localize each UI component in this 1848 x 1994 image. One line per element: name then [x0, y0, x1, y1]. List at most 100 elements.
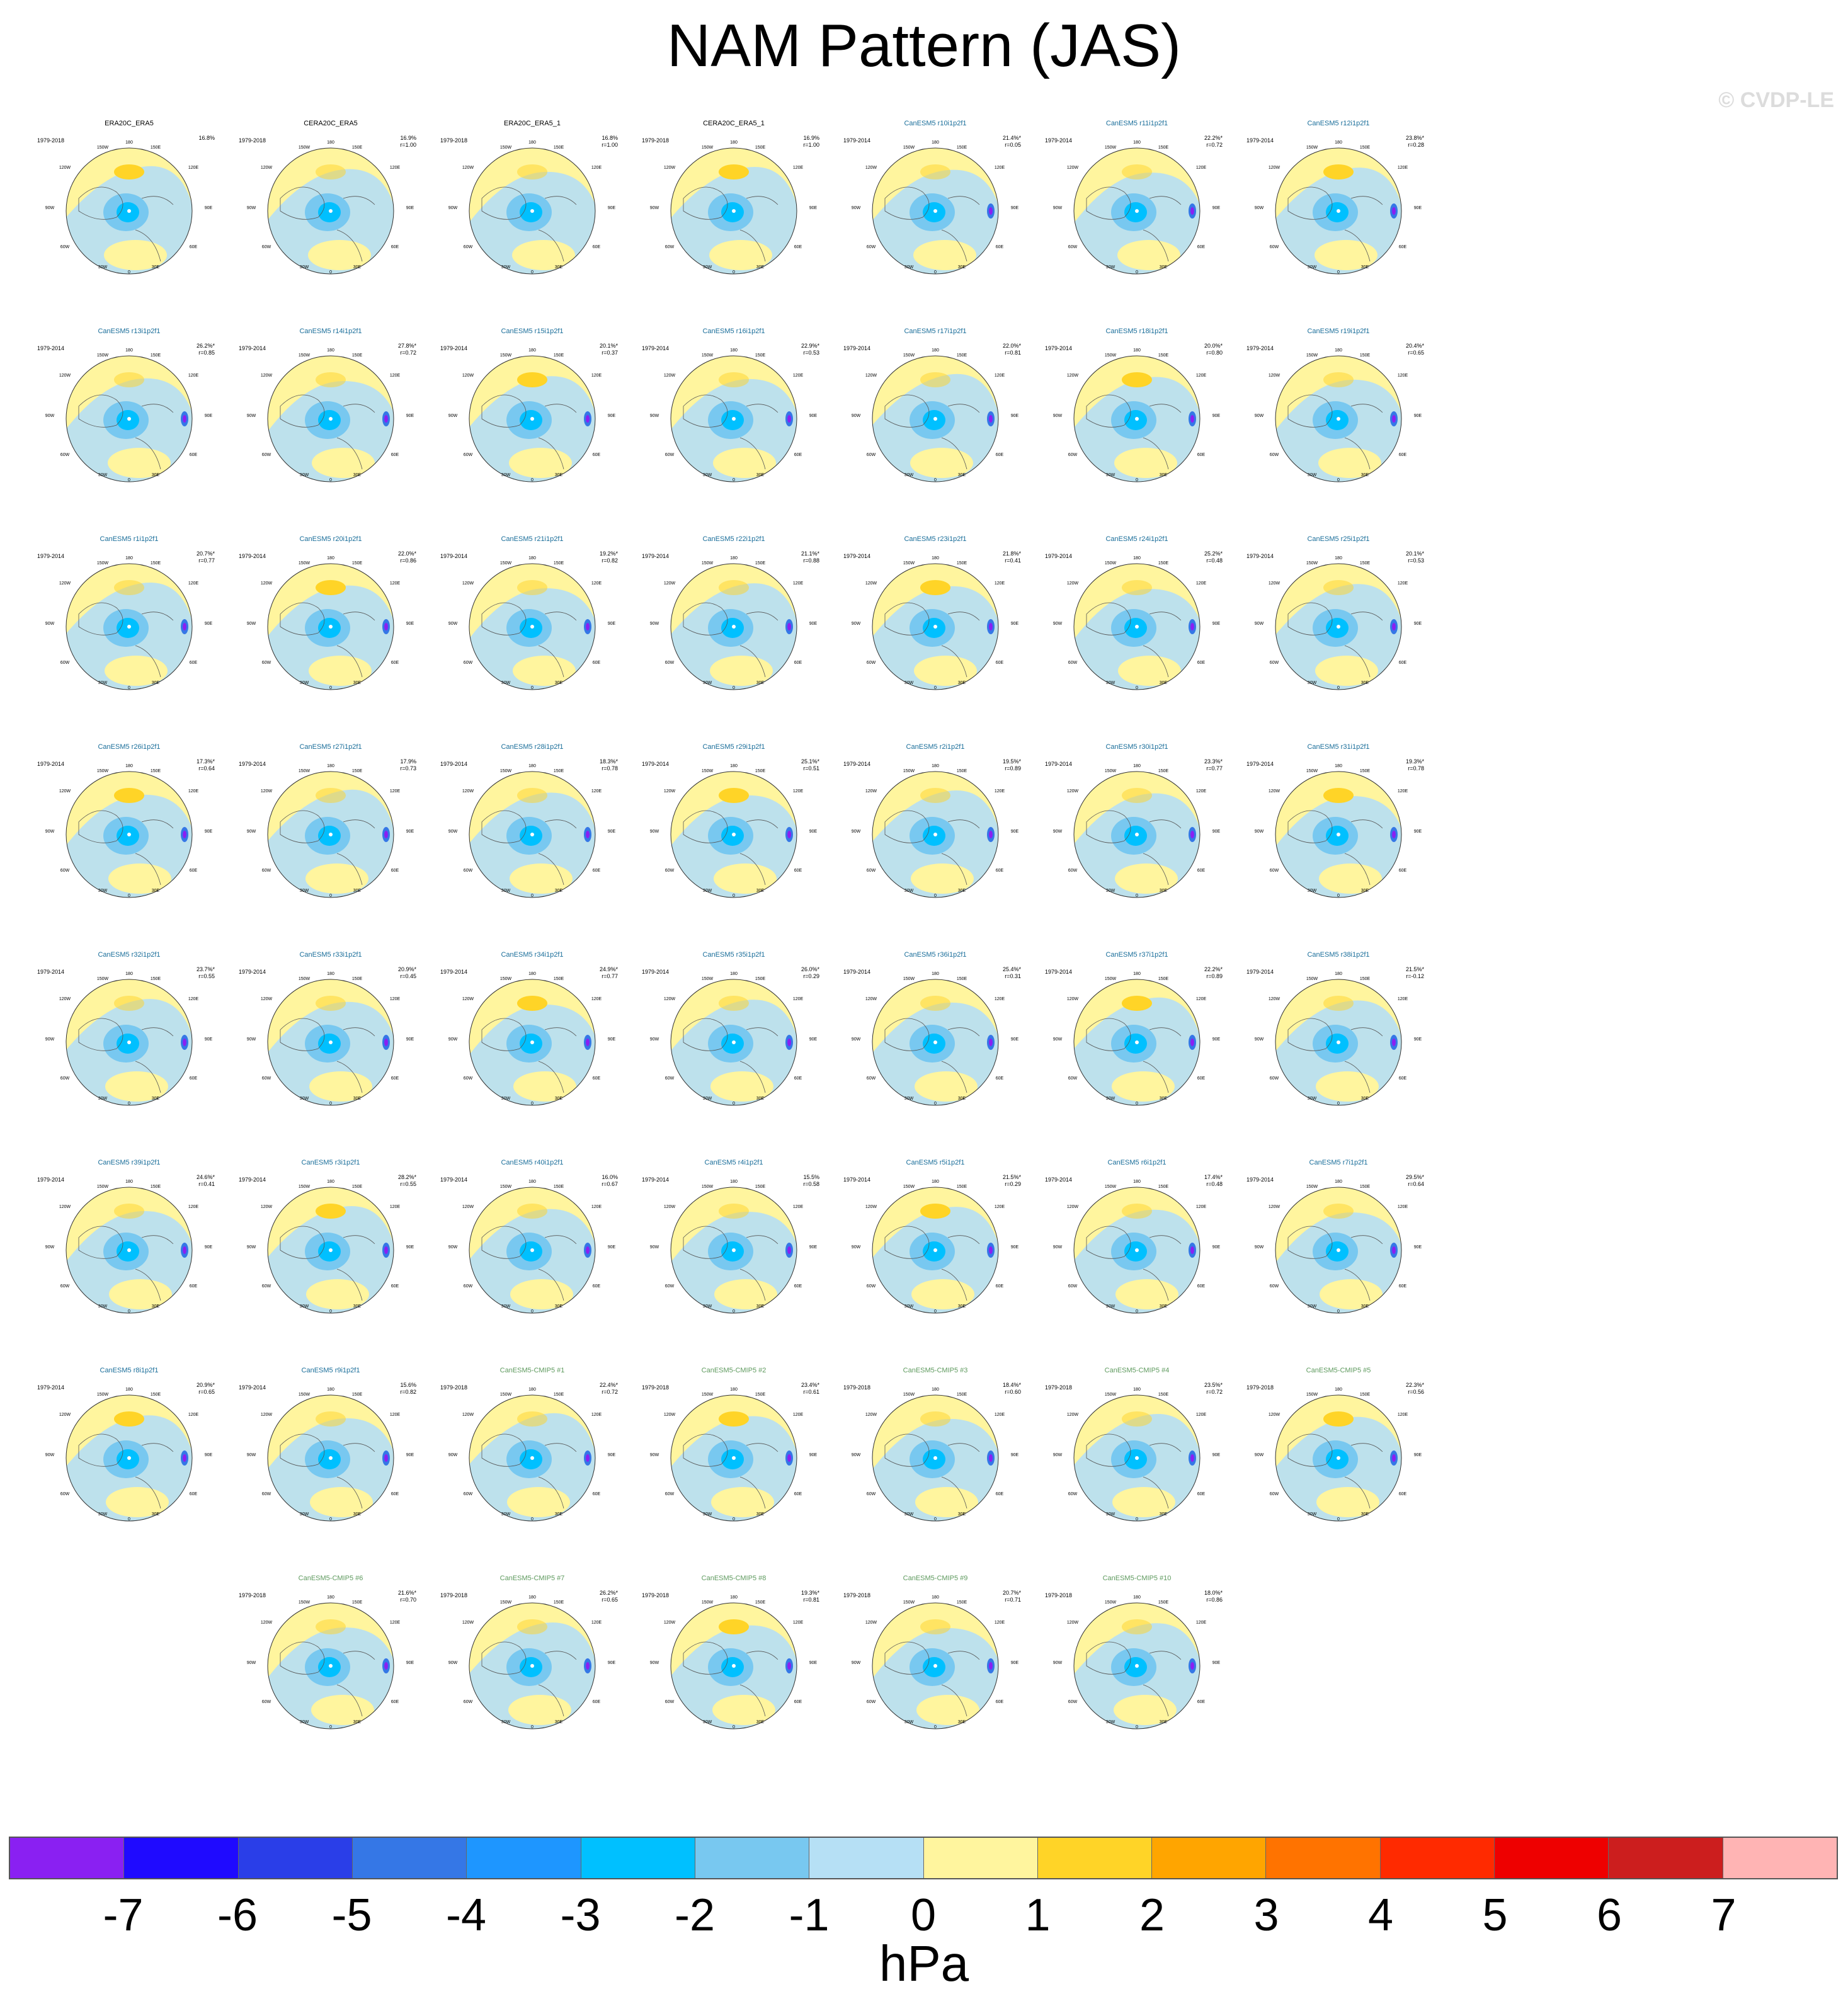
- longitude-label: 0: [329, 1309, 332, 1314]
- coastline: [135, 819, 174, 886]
- map-panel: CanESM5 r31i1p2f1 1979-2014 19.3%* r=0.78 18…: [1244, 743, 1433, 945]
- longitude-label: 120E: [1196, 789, 1207, 794]
- longitude-label: 90E: [406, 622, 414, 626]
- panel-variance: 22.0%*: [1002, 343, 1021, 349]
- positive-anomaly-region: [1118, 656, 1181, 686]
- longitude-label: 90W: [852, 206, 861, 210]
- panel-title: CanESM5 r40i1p2f1: [501, 1159, 564, 1166]
- pacific-high: [517, 372, 547, 387]
- longitude-label: 60E: [794, 245, 802, 249]
- east-anomaly-core: [787, 1454, 791, 1462]
- longitude-label: 180: [1133, 1180, 1141, 1184]
- coastline: [884, 1226, 930, 1259]
- longitude-label: 0: [934, 1725, 937, 1729]
- coastline: [1086, 394, 1131, 428]
- coastline: [1086, 1641, 1131, 1675]
- panel-variance: 16.0%: [602, 1174, 618, 1180]
- longitude-label: 60E: [593, 869, 601, 873]
- longitude-label: 150E: [151, 1393, 161, 1397]
- panel-years: 1979-2014: [37, 345, 65, 351]
- panel-stats: 15.6% r=0.82: [400, 1382, 416, 1396]
- longitude-label: 30E: [555, 1304, 563, 1309]
- longitude-label: 0: [329, 478, 332, 482]
- panel-stats: 27.8%* r=0.72: [398, 343, 416, 356]
- longitude-label: 30W: [300, 265, 309, 270]
- longitude-label: 60W: [867, 1700, 876, 1704]
- coastline: [739, 612, 779, 678]
- longitude-label: 150E: [1360, 769, 1371, 773]
- longitude-label: 180: [1335, 764, 1342, 768]
- colorbar-tick-label: -4: [445, 1890, 487, 1940]
- polar-map: 180 150W 150E 120W 120E 90W 90E 60W 60E 30W 30E 0: [852, 1387, 1019, 1522]
- panel-correlation: r=0.77: [198, 557, 215, 564]
- coastline: [1143, 819, 1182, 886]
- panel-variance: 16.9%: [400, 135, 416, 141]
- longitude-label: 150W: [1105, 769, 1117, 773]
- polar-map: 180 150W 150E 120W 120E 90W 90E 60W 60E 30W 30E 0: [1255, 140, 1422, 275]
- panel-years: 1979-2014: [440, 969, 468, 975]
- colorbar-tick-label: -7: [103, 1890, 144, 1940]
- map-border: [469, 771, 596, 898]
- panel-correlation: r=0.78: [602, 765, 618, 772]
- longitude-label: 150W: [299, 561, 311, 566]
- longitude-label: 30W: [904, 889, 914, 893]
- longitude-label: 60E: [593, 1492, 601, 1496]
- positive-anomaly-region: [1115, 1279, 1178, 1309]
- panel-years: 1979-2018: [1045, 1592, 1073, 1598]
- panel-years: 1979-2014: [1045, 1176, 1073, 1183]
- polar-map: 180 150W 150E 120W 120E 90W 90E 60W 60E 30W 30E 0: [650, 1387, 818, 1522]
- panel-years: 1979-2018: [239, 137, 266, 144]
- coastline: [739, 1651, 779, 1717]
- longitude-label: 60E: [1399, 453, 1407, 457]
- longitude-label: 90E: [205, 622, 213, 626]
- panel-years: 1979-2018: [440, 1592, 468, 1598]
- longitude-label: 60E: [593, 1284, 601, 1289]
- longitude-label: 180: [327, 1595, 334, 1600]
- coastline: [1143, 196, 1182, 262]
- longitude-label: 0: [329, 270, 332, 275]
- panel-variance: 15.6%: [400, 1382, 416, 1388]
- pacific-high: [517, 164, 547, 179]
- pacific-high: [517, 788, 547, 803]
- panel-correlation: r=0.64: [1408, 1181, 1424, 1187]
- positive-anomaly-region: [510, 1279, 573, 1309]
- longitude-label: 120E: [1196, 997, 1207, 1001]
- east-anomaly-core: [586, 1246, 590, 1254]
- panel-title: CanESM5 r33i1p2f1: [299, 951, 362, 959]
- colorbar-swatch: [923, 1838, 1038, 1878]
- longitude-label: 90W: [852, 1453, 861, 1457]
- coastline: [941, 612, 980, 678]
- longitude-label: 30E: [555, 1720, 563, 1724]
- longitude-label: 180: [528, 764, 536, 768]
- panel-years: 1979-2014: [1045, 761, 1073, 767]
- longitude-label: 90E: [1011, 414, 1019, 418]
- coastline: [1287, 394, 1333, 428]
- longitude-label: 30W: [300, 889, 309, 893]
- panel-title: CanESM5 r29i1p2f1: [702, 743, 765, 751]
- map-panel: CanESM5 r18i1p2f1 1979-2014 20.0%* r=0.80 18…: [1042, 328, 1231, 529]
- longitude-label: 180: [730, 1595, 738, 1600]
- longitude-label: 60W: [262, 661, 271, 665]
- longitude-label: 150W: [1105, 145, 1117, 150]
- longitude-label: 180: [932, 1180, 939, 1184]
- longitude-label: 30E: [353, 1720, 362, 1724]
- longitude-label: 30W: [501, 1304, 511, 1309]
- longitude-label: 90W: [1053, 829, 1063, 834]
- panel-years: 1979-2014: [239, 553, 266, 559]
- longitude-label: 30W: [703, 1097, 712, 1101]
- polar-map: 180 150W 150E 120W 120E 90W 90E 60W 60E 30W 30E 0: [1255, 972, 1422, 1106]
- north-pole-marker: [127, 209, 131, 213]
- positive-anomaly-region: [507, 1487, 570, 1517]
- longitude-label: 90W: [1053, 206, 1063, 210]
- panel-title: CanESM5 r3i1p2f1: [301, 1159, 360, 1166]
- pacific-high: [114, 164, 144, 179]
- coastline: [1287, 1226, 1333, 1259]
- map-border: [872, 1394, 999, 1522]
- longitude-label: 150W: [903, 769, 915, 773]
- north-pole-marker: [127, 833, 131, 836]
- east-anomaly-core: [1190, 1454, 1194, 1462]
- longitude-label: 60W: [1068, 453, 1078, 457]
- colorbar-swatch: [352, 1838, 467, 1878]
- longitude-label: 180: [327, 1387, 334, 1392]
- coastline: [481, 1018, 527, 1051]
